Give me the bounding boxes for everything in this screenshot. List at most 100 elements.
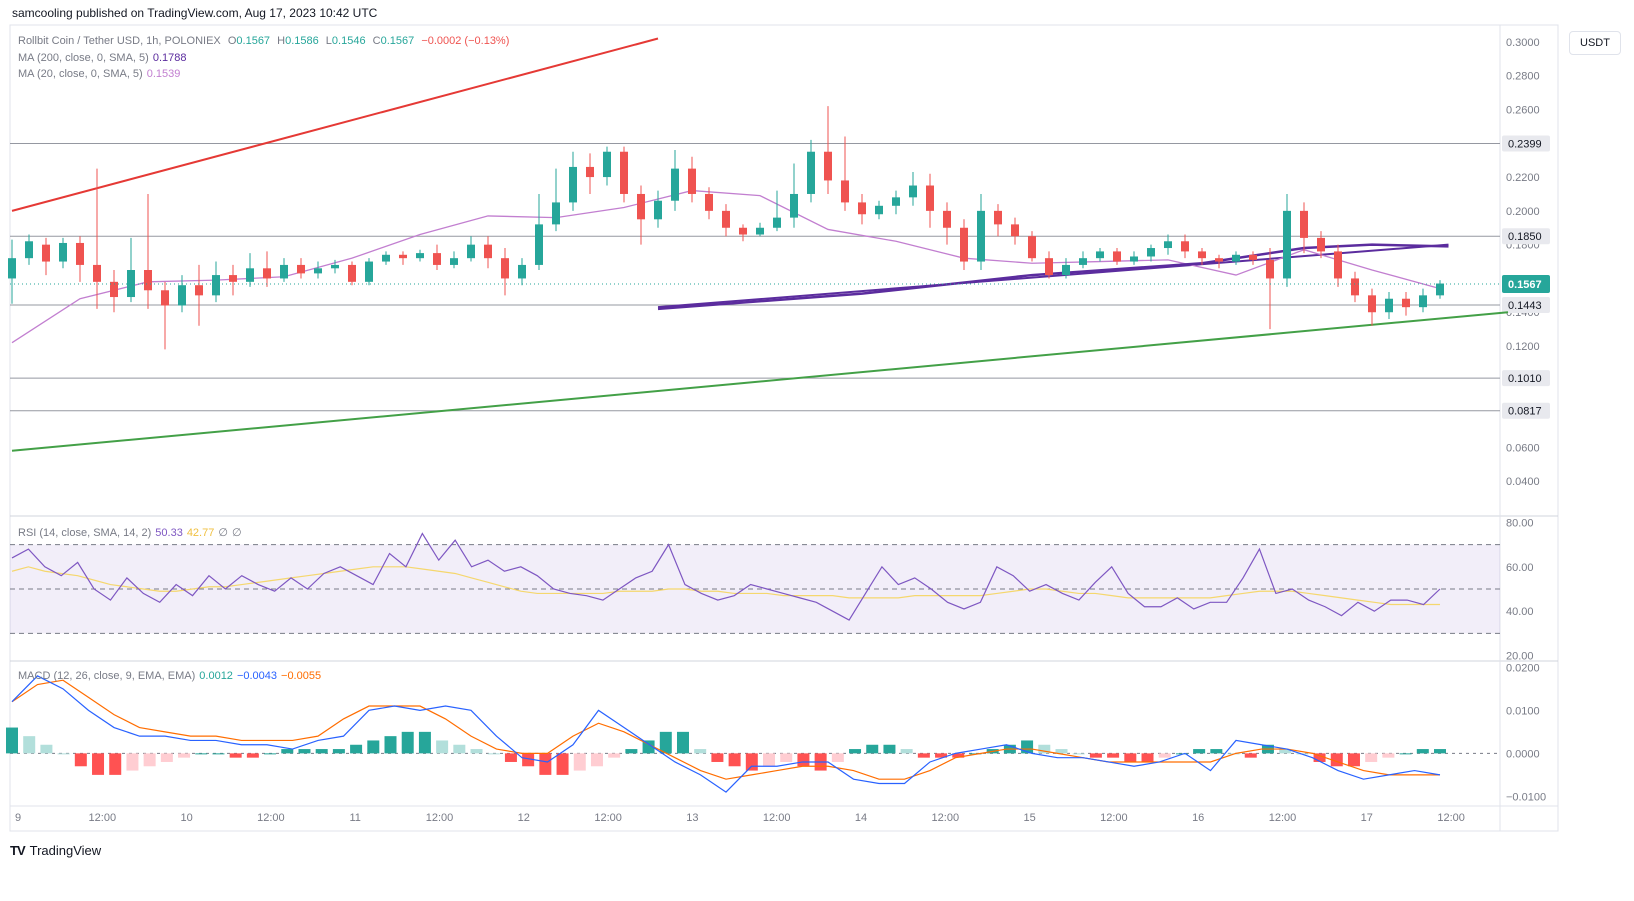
macd-histogram-bar [212, 753, 225, 755]
macd-histogram-bar [1434, 749, 1446, 754]
macd-histogram-bar [436, 740, 449, 754]
candle-body [1232, 254, 1240, 262]
candle-body [314, 268, 322, 274]
macd-histogram-bar [1072, 753, 1085, 755]
candle-body [144, 270, 152, 291]
price-legend: Rollbit Coin / Tether USD, 1h, POLONIEX … [18, 35, 513, 47]
candle-body [93, 264, 101, 282]
macd-histogram-bar [298, 749, 311, 754]
macd-histogram-bar [1347, 753, 1360, 767]
macd-histogram-bar [23, 736, 36, 754]
candle-body [501, 258, 509, 279]
candle-body [552, 202, 560, 225]
candle-body [1198, 251, 1206, 259]
time-tick-label: 12:00 [763, 812, 791, 824]
macd-tick-label: 0.0100 [1506, 705, 1540, 717]
candle-body [484, 244, 492, 259]
candle-body [739, 227, 747, 235]
upper-trendline [11, 37, 659, 212]
rsi-tick-label: 60.00 [1506, 562, 1534, 574]
last-price-label: 0.1567 [1508, 279, 1542, 291]
macd-histogram-bar [642, 740, 655, 754]
last-price-tag [1502, 275, 1550, 294]
candle-body [535, 224, 543, 265]
ohlc-high: H0.1586 [277, 35, 319, 47]
time-tick-label: 12:00 [1100, 812, 1128, 824]
macd-histogram-bar [92, 753, 105, 775]
macd-histogram-bar [1279, 749, 1292, 754]
macd-histogram-bar [367, 740, 380, 754]
rsi-tick-label: 40.00 [1506, 606, 1534, 618]
candle-body [348, 264, 356, 282]
macd-histogram-bar [160, 753, 173, 762]
price-change: −0.0002 (−0.13%) [421, 35, 510, 47]
macd-histogram-bar [246, 753, 259, 758]
currency-button[interactable]: USDT [1569, 31, 1621, 55]
candle-body [994, 210, 1002, 225]
candle-body [1079, 258, 1087, 265]
macd-histogram-bar [711, 753, 724, 762]
candle-body [1334, 251, 1342, 279]
macd-histogram-bar [1158, 753, 1171, 758]
footer: TV TradingView [10, 843, 101, 858]
macd-histogram-bar [470, 749, 483, 754]
macd-histogram-bar [831, 753, 844, 762]
candle-body [331, 264, 339, 269]
candle-body [467, 244, 475, 259]
candle-body [1283, 210, 1291, 279]
candle-body [841, 180, 849, 203]
candle-body [518, 264, 526, 279]
candle-body [1300, 210, 1308, 238]
candle-body [8, 258, 16, 279]
macd-histogram-bar [556, 753, 569, 775]
publisher-header: samcooling published on TradingView.com,… [12, 6, 378, 20]
macd-histogram-bar [384, 736, 397, 754]
candle-body [977, 210, 985, 262]
time-tick-label: 17 [1361, 812, 1373, 824]
macd-histogram-bar [917, 753, 930, 758]
candle-body [1096, 251, 1104, 259]
macd-histogram-bar [1055, 749, 1068, 754]
time-tick-label: 16 [1192, 812, 1204, 824]
candle-body [1062, 264, 1070, 276]
macd-histogram-bar [797, 753, 810, 767]
macd-histogram-bar [315, 749, 328, 754]
candle-body [433, 253, 441, 265]
price-tick-label: 0.0400 [1506, 476, 1540, 488]
time-tick-label: 12:00 [1437, 812, 1465, 824]
middle-trendline [657, 243, 1449, 309]
rsi-legend: RSI (14, close, SMA, 14, 2) 50.33 42.77 ∅ ∅ [18, 527, 242, 539]
candle-body [365, 261, 373, 282]
candle-body [1011, 224, 1019, 237]
level-label: 0.2399 [1508, 138, 1542, 150]
macd-histogram-bar [1244, 753, 1257, 758]
candle-body [246, 268, 254, 282]
candle-body [178, 285, 186, 306]
macd-histogram-bar [40, 744, 53, 754]
candle-body [875, 205, 883, 215]
time-tick-label: 12:00 [426, 812, 454, 824]
candle-body [807, 151, 815, 194]
macd-histogram-bar [453, 744, 466, 754]
candle-body [59, 242, 67, 262]
macd-histogram-bar [900, 749, 913, 754]
rsi-tick-label: 20.00 [1506, 651, 1534, 663]
level-tag [1502, 370, 1550, 387]
price-tick-label: 0.3000 [1506, 37, 1540, 49]
macd-histogram-bar [401, 731, 414, 754]
candle-body [688, 168, 696, 194]
level-tag [1502, 228, 1550, 245]
macd-histogram-bar [264, 753, 277, 755]
macd-histogram-bar [1416, 749, 1429, 754]
candle-body [569, 166, 577, 203]
rsi-band [10, 544, 1500, 634]
macd-histogram-bar [1210, 749, 1223, 754]
macd-histogram-bar [1193, 749, 1206, 754]
macd-histogram-bar [745, 753, 758, 771]
candle-body [161, 290, 169, 306]
macd-histogram-bar [1382, 753, 1395, 758]
candle-body [212, 275, 220, 296]
tradingview-logo-icon: TV [10, 843, 26, 858]
candle-body [1317, 237, 1325, 252]
